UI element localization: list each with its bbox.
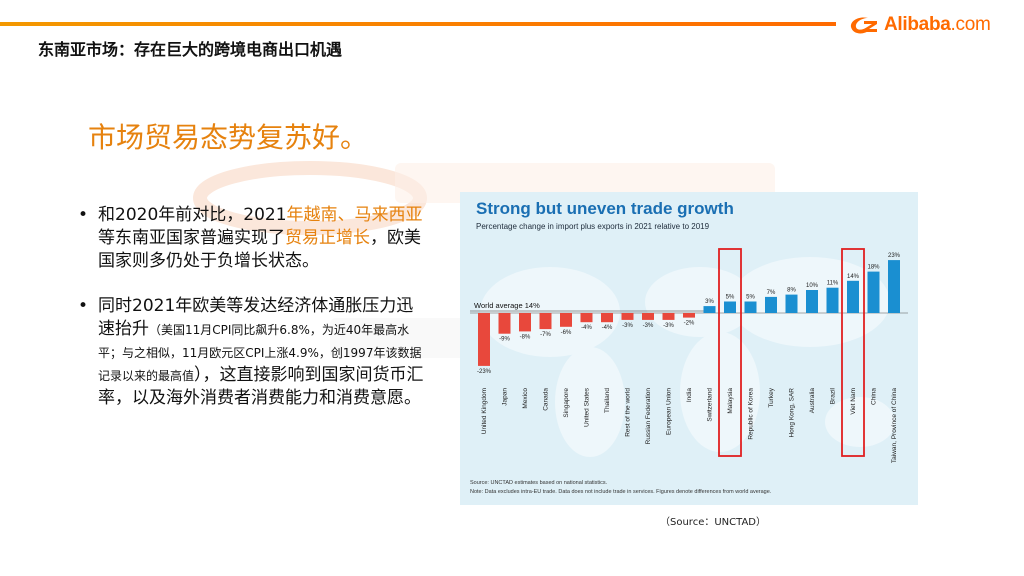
bar-value-label: -8% [520,334,531,340]
category-label: Thailand [604,388,611,413]
bullet-highlight: 年越南、马来西亚 [286,205,423,225]
world-map-background [480,257,895,457]
category-label: China [871,388,878,405]
category-label: Hong Kong, SAR [789,388,796,438]
trade-growth-chart: Strong but uneven trade growth Percentag… [460,192,918,505]
chart-svg: Strong but uneven trade growth Percentag… [470,199,908,495]
alibaba-logo-icon [850,17,877,34]
bar-thailand [601,313,613,323]
bullet-item: • 同时2021年欧美等发达经济体通胀压力迅速抬升（美国11月CPI同比飙升6.… [78,295,428,410]
bar-china [867,271,880,313]
bar-value-label: -4% [581,325,592,331]
bullet-marker: • [78,205,89,225]
bullet-text: ），这直接影响到国家间货币汇率，以及海外消费者消费能力和消费意愿。 [98,365,424,408]
world-average-label: World average 14% [474,301,540,310]
bullet-marker: • [78,296,89,316]
chart-title: Strong but uneven trade growth [476,199,734,218]
category-label: Japan [502,388,509,406]
bar-united-kingdom [478,313,490,366]
highlight-box [841,248,865,457]
bar-value-label: 14% [847,274,860,280]
bar-hong-kong-sar [785,294,798,313]
bar-australia [806,290,818,313]
category-label: Taiwan, Province of China [891,388,898,464]
category-label: Republic of Korea [748,388,755,440]
category-label: Australia [809,388,816,414]
source-caption: （Source：UNCTAD） [660,517,767,528]
bar-turkey [765,296,777,313]
bar-value-label: -3% [643,323,654,329]
bar-rest-of-the-world [621,313,634,320]
bar-european-union [662,313,675,320]
bar-switzerland [703,306,716,313]
category-label: United States [584,387,591,427]
category-label: Rest of the world [625,388,632,437]
category-label: Turkey [768,387,775,407]
category-label: Brazil [830,387,837,404]
source-note: Source: UNCTAD estimates based on nation… [470,480,608,486]
category-label: European Union [666,388,673,435]
bullet-text: ，欧美国家则多仍处于负增长状态。 [98,228,421,271]
category-label: Singapore [563,388,570,418]
bar-russian-federation [642,313,654,320]
bar-value-label: -7% [540,332,551,338]
bar-india [683,313,695,318]
bullet-text: 和2020年前对比，2021 [98,205,287,225]
bar-taiwan-province-of-china [888,260,900,313]
logo-text: Alibaba.com [884,14,991,35]
page-title: 东南亚市场：存在巨大的跨境电商出口机遇 [38,40,343,59]
bar-value-label: -2% [684,321,695,327]
bar-value-label: -4% [602,325,613,331]
headline: 市场贸易态势复苏好。 [88,121,369,154]
bar-united-states [580,313,593,323]
category-label: Russian Federation [645,388,652,445]
bar-value-label: 10% [806,283,819,289]
category-label: United Kingdom [481,388,488,434]
bullet-list: • 和2020年前对比，2021年越南、马来西亚等东南亚国家普遍实现了贸易正增长… [78,204,428,410]
highlight-box [718,248,742,457]
category-label: India [686,388,693,402]
category-label: Switzerland [707,388,714,422]
bar-value-label: 8% [787,288,796,294]
bar-value-label: 11% [827,281,839,287]
bars-layer: World average 14% -23% United Kingdom -9% Ja… [470,248,908,464]
bar-brazil [826,287,839,313]
bar-value-label: 5% [746,295,755,301]
bar-canada [539,313,552,330]
header-accent-bar [0,22,836,26]
bar-value-label: -9% [499,337,510,343]
bar-value-label: 5% [726,295,735,301]
bar-value-label: -3% [663,323,674,329]
bar-singapore [560,313,572,327]
bar-value-label: 3% [705,299,714,305]
category-label: Mexico [522,388,529,409]
bullet-note: （美国11月CPI同比飙升6.8%，为近40年最高水平；与之相似，11月欧元区C… [98,323,422,383]
bullet-text: 等东南亚国家普遍实现了 [98,228,285,248]
bar-value-label: 23% [888,253,901,259]
bullet-text: 同时2021年欧美等发达经济体通胀压力迅速抬升 [98,296,414,339]
bar-value-label: -3% [622,323,633,329]
bar-value-label: -23% [477,369,492,375]
bar-republic-of-korea [744,301,757,313]
category-label: Malaysia [727,388,734,414]
bar-mexico [519,313,531,332]
alibaba-logo[interactable]: Alibaba.com [848,10,1018,40]
category-label: Canada [543,388,550,411]
bar-value-label: 7% [767,290,776,296]
bar-japan [498,313,511,334]
chart-subtitle: Percentage change in import plus exports… [476,222,710,231]
bar-value-label: -6% [561,330,572,336]
category-label: Viet Nam [850,388,857,415]
bar-malaysia [724,301,736,313]
chart-note: Note: Data excludes intra-EU trade. Data… [470,489,772,495]
bullet-highlight: 贸易正增长 [285,228,370,248]
bar-viet-nam [847,280,859,313]
bar-value-label: 18% [867,265,880,271]
bullet-item: • 和2020年前对比，2021年越南、马来西亚等东南亚国家普遍实现了贸易正增长… [78,204,428,273]
